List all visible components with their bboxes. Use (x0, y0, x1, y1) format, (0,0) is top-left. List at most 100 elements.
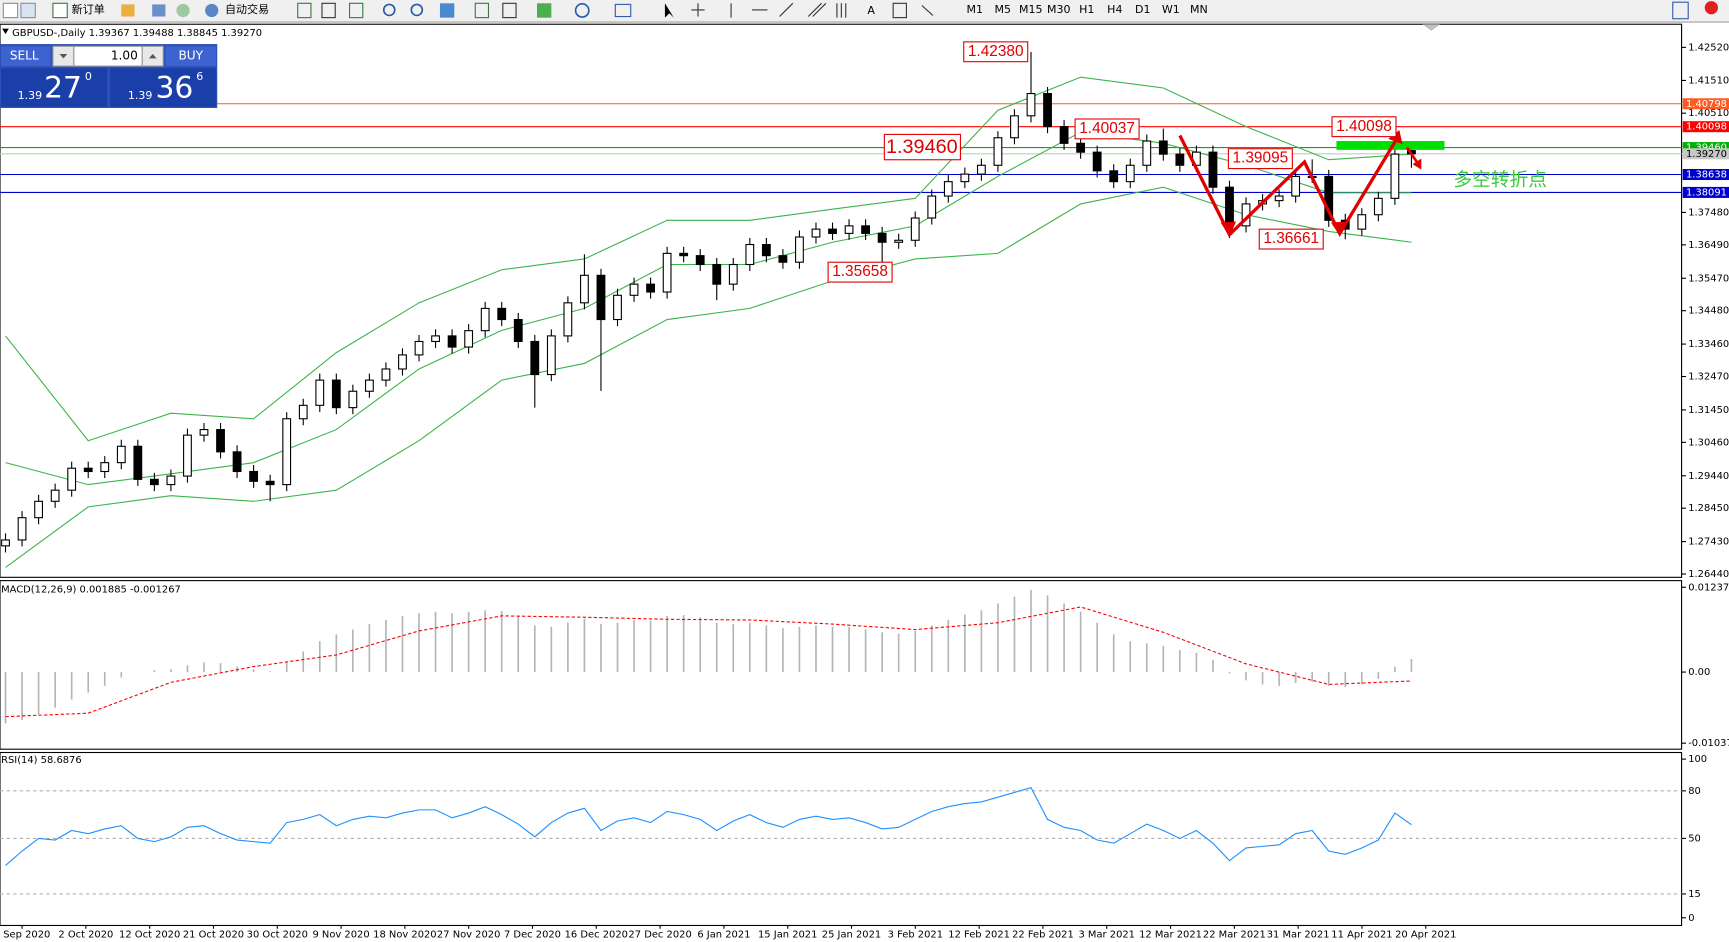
candle-body (1076, 142, 1086, 153)
timeframe-button[interactable]: M1 (967, 3, 984, 16)
level-label: 1.38091 (1686, 187, 1727, 198)
toolbar-icons: A (2, 1, 1718, 20)
candle-body (778, 255, 788, 263)
candle-body (1109, 170, 1119, 183)
annotation: 1.40037 (1079, 120, 1135, 137)
candle-body (480, 307, 490, 332)
buy-button[interactable] (165, 46, 217, 67)
candle-body (613, 294, 622, 321)
y-tick-label: 1.30460 (1688, 437, 1729, 448)
candle-body (364, 379, 374, 392)
x-tick-label: 2 Oct 2020 (58, 929, 113, 940)
y-tick-label: 100 (1688, 754, 1707, 765)
sell-label[interactable]: SELL (10, 49, 39, 63)
sell-button[interactable] (1, 46, 51, 67)
candle-body (183, 434, 192, 477)
timeframe-button[interactable]: H4 (1107, 3, 1122, 16)
timeframe-button[interactable]: D1 (1135, 3, 1151, 16)
level-label-box (1682, 121, 1729, 133)
y-tick-label: 1.32470 (1688, 372, 1729, 383)
y-tick-label: 1.34480 (1688, 306, 1729, 317)
timeframe-button[interactable]: MN (1190, 3, 1208, 16)
candle-body (381, 368, 391, 381)
buy-label[interactable]: BUY (178, 49, 203, 63)
candle-body (1026, 92, 1036, 117)
x-tick-label: 12 Oct 2020 (119, 929, 180, 940)
buy-price-box[interactable] (110, 68, 217, 107)
y-tick-label: 1.35470 (1688, 273, 1729, 284)
auto-trade-button[interactable]: 自动交易 (225, 2, 269, 16)
level-label-box (1682, 168, 1729, 181)
candle-body (943, 181, 953, 197)
macd-panel (0, 580, 1683, 750)
x-tick-label: 18 Nov 2020 (373, 929, 436, 940)
y-tick-label: 1.31450 (1688, 405, 1729, 416)
candle-body (1, 539, 10, 547)
candle-body (265, 480, 275, 486)
candle-body (761, 243, 771, 257)
buy-pips: 36 (155, 71, 193, 106)
candle-body (695, 255, 705, 266)
candle-body (728, 263, 738, 285)
resistance-bar (1336, 141, 1445, 150)
timeframe-button[interactable]: W1 (1162, 3, 1180, 16)
y-tick-label: 1.37480 (1688, 207, 1729, 218)
candle-body (1125, 164, 1135, 183)
x-tick-label: 11 Apr 2021 (1331, 929, 1392, 940)
candle-body (530, 340, 540, 376)
annotation: 1.39095 (1232, 150, 1288, 167)
candle-body (315, 379, 325, 406)
timeframe-button[interactable]: M5 (995, 3, 1012, 16)
candle-body (497, 307, 507, 321)
lot-value[interactable]: 1.00 (111, 49, 138, 63)
candle-body (116, 445, 126, 464)
x-tick-label: 3 Sep 2020 (0, 929, 50, 940)
annotation: 1.39460 (886, 136, 958, 158)
candle-body (679, 252, 689, 257)
y-tick-label: 1.28450 (1688, 503, 1729, 514)
y-tick-label: 0 (1688, 913, 1694, 924)
candle-body (1373, 197, 1383, 216)
y-tick-label: 1.27430 (1688, 537, 1729, 548)
candle-body (149, 478, 159, 486)
x-tick-label: 7 Dec 2020 (504, 929, 561, 940)
candle-body (1357, 214, 1367, 230)
symbol-marker (2, 28, 9, 35)
candle-body (1175, 153, 1185, 166)
candle-body (1158, 140, 1168, 155)
x-tick-label: 12 Feb 2021 (948, 929, 1010, 940)
annotation: 1.36661 (1263, 230, 1319, 247)
timeframe-button[interactable]: M15 (1019, 3, 1043, 16)
candle-body (927, 195, 937, 219)
sell-price-box[interactable] (1, 68, 107, 107)
candle-body (877, 232, 887, 243)
candle-body (629, 283, 639, 296)
y-tick-label: 1.29440 (1688, 471, 1729, 482)
candle-body (282, 418, 292, 486)
candle-body (795, 236, 804, 263)
timeframe-button[interactable]: H1 (1079, 3, 1094, 16)
note: 多空转折点 (1453, 170, 1547, 191)
level-label: 1.39270 (1686, 149, 1727, 160)
price-annotations (827, 41, 1397, 283)
timeframe-button[interactable]: M30 (1047, 3, 1071, 16)
x-tick-label: 16 Dec 2020 (565, 929, 628, 940)
candle-body (513, 318, 523, 343)
candle-body (1225, 186, 1234, 227)
bollinger-lower (5, 186, 1412, 568)
candle-body (1092, 151, 1102, 172)
new-order-button[interactable]: 新订单 (72, 2, 105, 16)
candle-body (447, 335, 457, 348)
candle-body (431, 335, 440, 343)
candle-body (910, 217, 920, 241)
candle-body (745, 243, 755, 266)
candle-body (1059, 126, 1069, 144)
candle-body (34, 500, 44, 519)
candle-body (960, 173, 970, 183)
candle-body (1010, 115, 1019, 139)
drawings (1178, 130, 1445, 238)
price-panel (0, 23, 1683, 578)
candle-body (596, 274, 606, 321)
y-tick-label: 0.012372 (1688, 582, 1729, 593)
